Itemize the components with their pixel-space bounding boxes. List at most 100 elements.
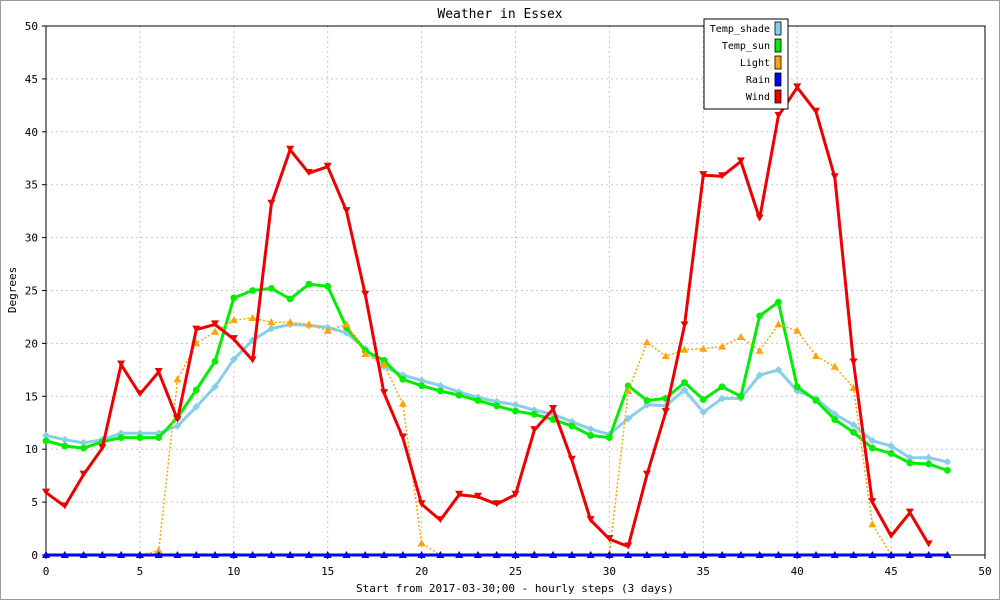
x-tick-label: 30 — [603, 565, 616, 578]
legend-label: Temp_sun — [722, 41, 770, 52]
data-point — [60, 502, 69, 510]
data-point — [906, 453, 914, 462]
legend-label: Wind — [746, 92, 770, 103]
data-point — [342, 551, 351, 558]
x-tick-label: 10 — [227, 565, 240, 578]
data-point — [586, 551, 595, 558]
data-point — [906, 459, 914, 467]
data-point — [342, 329, 351, 337]
x-tick-label: 0 — [43, 565, 50, 578]
data-point — [474, 397, 482, 404]
data-point — [718, 394, 726, 403]
data-point — [567, 455, 576, 463]
data-point — [812, 397, 820, 404]
data-point — [793, 326, 802, 334]
x-tick-label: 25 — [509, 565, 522, 578]
data-point — [887, 551, 896, 558]
data-point — [249, 287, 256, 294]
data-point — [60, 435, 69, 444]
data-point — [173, 551, 182, 558]
data-point — [98, 551, 107, 558]
data-point — [736, 333, 745, 341]
data-point — [398, 399, 407, 407]
data-point — [136, 429, 144, 438]
data-point — [849, 358, 858, 366]
data-point — [568, 422, 576, 430]
chart-title: Weather in Essex — [437, 7, 562, 22]
data-point — [793, 83, 802, 91]
x-tick-label: 50 — [978, 565, 991, 578]
data-point — [755, 551, 764, 558]
legend-label: Rain — [746, 75, 770, 86]
data-point — [229, 551, 238, 558]
data-point — [380, 389, 389, 397]
x-tick-label: 5 — [137, 565, 144, 578]
y-tick-label: 35 — [25, 179, 38, 192]
data-point — [661, 408, 670, 416]
data-point — [248, 314, 257, 322]
data-point — [849, 383, 858, 391]
data-point — [361, 551, 370, 558]
axis-ticks: 0 5 10 15 20 25 30 35 40 45 50 0 5 10 15 20 25 30 35 40 45 50 — [25, 20, 992, 578]
data-point — [155, 434, 163, 441]
data-point — [455, 551, 464, 558]
legend-swatch — [774, 89, 782, 104]
y-tick-label: 15 — [25, 390, 38, 403]
data-point — [849, 551, 858, 558]
data-point — [417, 500, 426, 508]
data-point — [248, 336, 257, 345]
data-point — [361, 349, 370, 357]
data-point — [530, 426, 539, 434]
data-point — [305, 280, 313, 288]
data-point — [868, 551, 877, 558]
data-point — [267, 284, 275, 292]
data-point — [549, 404, 558, 412]
legend-box — [703, 18, 789, 110]
data-point — [680, 321, 689, 329]
data-point — [868, 444, 876, 452]
data-point — [586, 425, 595, 433]
y-tick-label: 45 — [25, 73, 38, 86]
data-point — [79, 551, 88, 558]
legend-swatch — [774, 38, 782, 53]
data-point — [79, 470, 88, 478]
series-rain — [42, 551, 952, 558]
data-point — [248, 551, 257, 558]
data-point — [267, 199, 276, 207]
data-point — [211, 551, 220, 558]
data-point — [418, 382, 425, 390]
data-point — [436, 381, 445, 390]
data-point — [399, 375, 407, 383]
x-tick-label: 35 — [697, 565, 710, 578]
legend-swatch — [774, 55, 782, 70]
data-point — [887, 442, 895, 450]
data-point — [248, 356, 257, 364]
data-point — [868, 436, 877, 445]
data-point — [304, 551, 313, 558]
data-point — [868, 498, 877, 506]
data-point — [680, 386, 689, 394]
data-point — [342, 207, 351, 215]
data-point — [643, 397, 651, 404]
data-point — [511, 400, 520, 409]
data-point — [642, 338, 651, 346]
data-point — [736, 551, 745, 558]
data-point — [924, 453, 933, 462]
data-point — [830, 173, 839, 181]
series-wind — [42, 83, 933, 550]
data-point — [286, 551, 295, 558]
data-point — [473, 492, 482, 500]
data-point — [492, 397, 501, 406]
data-point — [755, 214, 764, 222]
data-point — [323, 551, 332, 558]
data-point — [925, 460, 933, 468]
data-point — [154, 429, 163, 438]
data-point — [811, 551, 820, 558]
data-point — [417, 551, 426, 558]
y-tick-label: 10 — [25, 443, 38, 456]
data-point — [192, 386, 200, 394]
data-point — [60, 551, 69, 558]
data-point — [512, 407, 519, 415]
data-point — [286, 318, 295, 326]
